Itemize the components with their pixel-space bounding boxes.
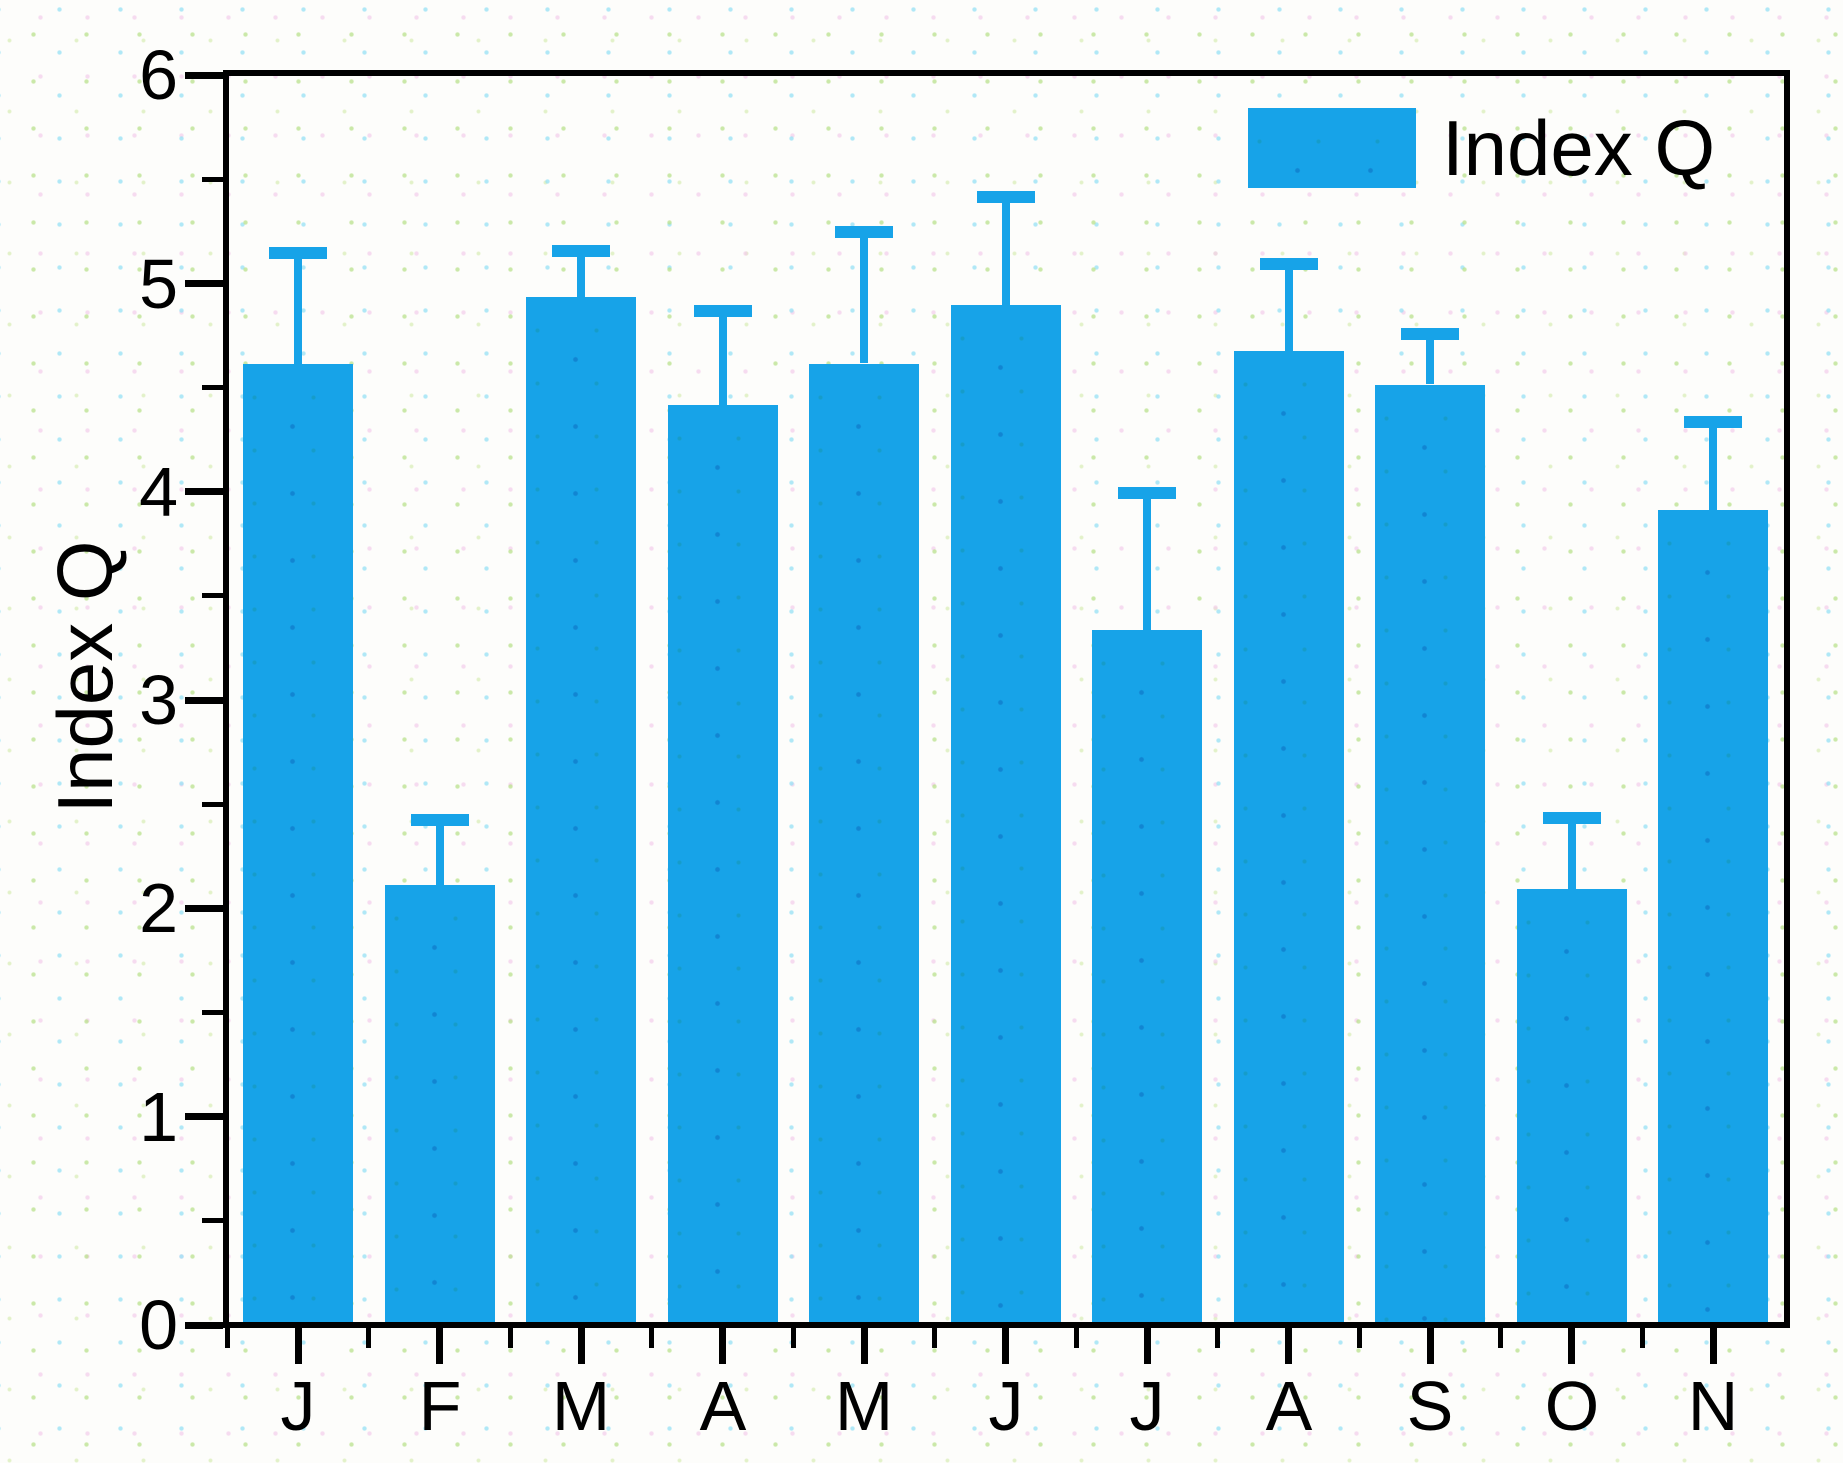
x-major-tick [436, 1328, 443, 1364]
y-tick-label: 1 [139, 1078, 178, 1156]
x-minor-tick [649, 1328, 654, 1348]
y-tick-label: 6 [139, 36, 178, 114]
error-bar-stem [719, 311, 727, 405]
error-bar-stem [1568, 818, 1576, 889]
y-minor-tick [202, 802, 223, 807]
error-bar-stem [1426, 334, 1434, 384]
bar [809, 364, 919, 1322]
y-major-tick [185, 280, 223, 287]
x-major-tick [861, 1328, 868, 1364]
x-tick-label: A [1265, 1367, 1313, 1445]
y-major-tick [185, 72, 223, 79]
x-minor-tick [1640, 1328, 1645, 1348]
x-minor-tick [1215, 1328, 1220, 1348]
x-major-tick [578, 1328, 585, 1364]
x-minor-tick [791, 1328, 796, 1348]
bar [526, 297, 636, 1322]
y-minor-tick [202, 177, 223, 182]
x-tick-label: F [418, 1367, 462, 1445]
error-bar-cap [1684, 416, 1742, 428]
y-minor-tick [202, 593, 223, 598]
y-tick-label: 2 [139, 869, 178, 947]
bar [1375, 385, 1485, 1322]
y-major-tick [185, 1113, 223, 1120]
error-bar-cap [411, 814, 469, 826]
x-minor-tick [1357, 1328, 1362, 1348]
legend-label: Index Q [1442, 104, 1716, 192]
error-bar-cap [1118, 487, 1176, 499]
x-minor-tick [932, 1328, 937, 1348]
y-major-tick [185, 697, 223, 704]
y-tick-label: 5 [139, 245, 178, 323]
x-minor-tick [366, 1328, 371, 1348]
x-major-tick [1427, 1328, 1434, 1364]
y-tick-label: 4 [139, 453, 178, 531]
x-major-tick [1002, 1328, 1009, 1364]
x-tick-label: M [551, 1367, 611, 1445]
y-minor-tick [202, 385, 223, 390]
error-bar-stem [1285, 264, 1293, 352]
y-major-tick [185, 488, 223, 495]
x-major-tick [1285, 1328, 1292, 1364]
error-bar-stem [577, 251, 585, 297]
error-bar-stem [1709, 422, 1717, 510]
x-tick-label: A [699, 1367, 747, 1445]
x-major-tick [1568, 1328, 1575, 1364]
error-bar-cap [552, 245, 610, 257]
bar [1517, 889, 1627, 1322]
bar [951, 305, 1061, 1322]
y-major-tick [185, 1322, 223, 1329]
y-minor-tick [202, 1218, 223, 1223]
x-minor-tick [225, 1328, 230, 1348]
bar [1234, 351, 1344, 1322]
error-bar-stem [294, 253, 302, 364]
x-tick-label: J [988, 1367, 1024, 1445]
x-major-tick [295, 1328, 302, 1364]
x-major-tick [1144, 1328, 1151, 1364]
error-bar-cap [1543, 812, 1601, 824]
plot-area [223, 70, 1790, 1328]
error-bar-cap [1260, 258, 1318, 270]
y-minor-tick [202, 1010, 223, 1015]
bar [668, 405, 778, 1322]
legend-swatch [1248, 108, 1416, 188]
error-bar-stem [436, 820, 444, 885]
y-major-tick [185, 905, 223, 912]
x-tick-label: O [1544, 1367, 1600, 1445]
x-major-tick [719, 1328, 726, 1364]
x-tick-label: M [834, 1367, 894, 1445]
x-minor-tick [508, 1328, 513, 1348]
x-major-tick [1710, 1328, 1717, 1364]
x-tick-label: N [1687, 1367, 1739, 1445]
error-bar-cap [1401, 328, 1459, 340]
y-tick-label: 3 [139, 661, 178, 739]
x-tick-label: J [280, 1367, 316, 1445]
error-bar-stem [860, 232, 868, 363]
bar [243, 364, 353, 1322]
error-bar-cap [977, 191, 1035, 203]
error-bar-cap [835, 226, 893, 238]
y-tick-label: 0 [139, 1286, 178, 1364]
error-bar-cap [269, 247, 327, 259]
bar [1092, 630, 1202, 1322]
error-bar-stem [1143, 493, 1151, 631]
bar [385, 885, 495, 1322]
error-bar-stem [1002, 197, 1010, 306]
x-tick-label: J [1129, 1367, 1165, 1445]
bar [1658, 510, 1768, 1322]
x-tick-label: S [1406, 1367, 1454, 1445]
error-bar-cap [694, 305, 752, 317]
x-minor-tick [1498, 1328, 1503, 1348]
x-minor-tick [1074, 1328, 1079, 1348]
